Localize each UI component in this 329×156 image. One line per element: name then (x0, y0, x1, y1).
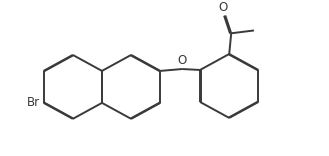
Text: O: O (178, 54, 187, 67)
Text: O: O (219, 1, 228, 14)
Text: Br: Br (27, 96, 39, 109)
